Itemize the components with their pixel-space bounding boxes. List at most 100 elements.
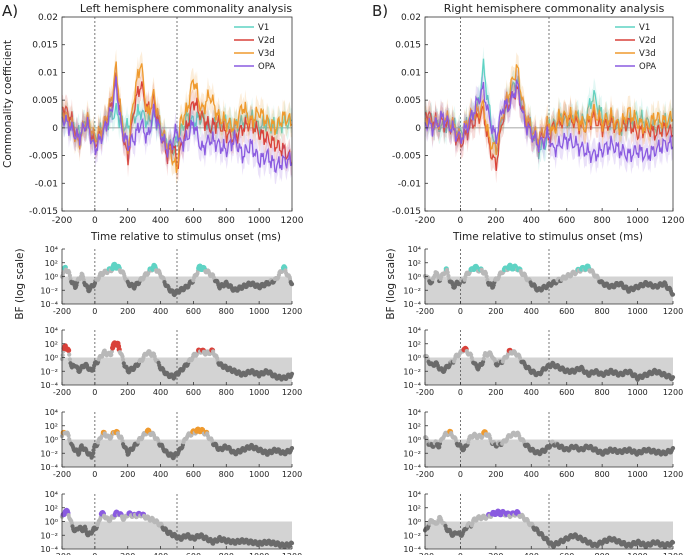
bf-left-V2d-bf-point (120, 354, 125, 359)
bf-right-V1-xtick-label-1: 0 (458, 307, 463, 316)
left-xtick-label-1: 0 (92, 216, 98, 226)
right-xtick-label-5: 800 (594, 216, 611, 226)
bf-right-V3d-bf-point (670, 446, 676, 451)
bf-right-V2d-xtick-label-4: 600 (559, 388, 574, 397)
bf-left-V2d-xtick-label-0: -200 (53, 388, 71, 397)
right-ytick-label-2: -0.005 (392, 152, 421, 162)
left-V1-error-band (62, 90, 292, 167)
bf-right-V1-ytick-label-4: 10⁴ (408, 245, 421, 254)
bf-right-V2d-xtick-label-6: 1000 (627, 388, 647, 397)
bf-left-V1-xtick-label-0: -200 (53, 307, 71, 316)
bf-right-V3d-xtick-label-4: 600 (559, 470, 574, 479)
bf-right-V1-bf-point (445, 270, 450, 275)
right-ytick-label-4: 0.005 (395, 96, 421, 106)
bf-left-V2d-bf-point (66, 347, 72, 353)
left-ytick-label-5: 0.01 (38, 68, 58, 78)
bf-right-V3d-ytick-label-3: 10² (408, 422, 421, 431)
right-axes-frame (424, 16, 674, 212)
right-V3d-series-line (424, 64, 674, 155)
bf-left-V1-ytick-label-1: 10⁻² (40, 286, 58, 295)
bf-left-V1-ytick-label-4: 10⁴ (45, 245, 58, 254)
right-OPA-series-line (424, 78, 674, 164)
bf-right-OPA-xtick-label-4: 600 (559, 552, 574, 555)
bf-right-V3d-ytick-label-4: 10⁴ (408, 408, 421, 417)
bf-right-OPA-bf-point (670, 540, 676, 545)
bf-left-OPA-ytick-label-0: 10⁻⁴ (40, 545, 58, 554)
left-V3d-series-line (61, 61, 293, 173)
bf-left-V3d-xtick-label-4: 600 (186, 470, 201, 479)
bf-right-V2d-xtick-label-2: 200 (488, 388, 503, 397)
bf-right-V1-xtick-label-2: 200 (488, 307, 503, 316)
right-OPA-error-band (425, 68, 673, 176)
bf-right-V3d-ytick-label-2: 10⁰ (408, 436, 421, 445)
left-ytick-label-7: 0.02 (38, 13, 58, 23)
right-chart-title: Right hemisphere commonality analysis (444, 2, 665, 15)
bf-left-OPA-ytick-label-4: 10⁴ (45, 490, 58, 499)
bf-left-V1-ytick-label-2: 10⁰ (45, 273, 58, 282)
bf-left-OPA-bf-point (289, 541, 295, 546)
right-V2d-series-line (424, 85, 674, 172)
bf-left-V3d-bf-point (289, 446, 295, 451)
right-legend-label-OPA: OPA (639, 62, 656, 72)
left-x-axis-label: Time relative to stimulus onset (ms) (90, 231, 281, 243)
right-ytick-label-0: -0.015 (392, 207, 421, 217)
bf-left-OPA-xtick-label-5: 800 (219, 552, 234, 555)
right-legend-label-V3d: V3d (639, 49, 656, 59)
bf-right-V2d-ytick-label-0: 10⁻⁴ (403, 381, 421, 390)
right-legend-label-V2d: V2d (639, 36, 656, 46)
bf-right-V2d-ytick-label-4: 10⁴ (408, 326, 421, 335)
bf-left-V2d-ytick-label-0: 10⁻⁴ (40, 381, 58, 390)
bf-left-V2d-bf-point (109, 352, 114, 357)
bf-left-V3d-xtick-label-6: 1000 (249, 470, 269, 479)
right-xtick-label-7: 1200 (662, 216, 685, 226)
bf-right-V3d-xtick-label-1: 0 (458, 470, 463, 479)
bf-left-OPA-xtick-label-1: 0 (92, 552, 97, 555)
bf-right-V3d-xtick-label-0: -200 (416, 470, 434, 479)
right-V3d-error-band (425, 52, 673, 168)
bf-right-V1-xtick-label-7: 1200 (663, 307, 683, 316)
bf-left-OPA-xtick-label-6: 1000 (249, 552, 269, 555)
bf-right-V2d-ytick-label-3: 10² (408, 340, 421, 349)
bf-left-V2d-ytick-label-3: 10² (45, 340, 58, 349)
bf-left-V1-bf-point (67, 273, 72, 278)
left-ytick-label-4: 0.005 (32, 96, 58, 106)
left-y-axis-label: Commonality coefficient (2, 40, 14, 168)
right-ytick-label-1: -0.01 (398, 179, 421, 189)
bf-left-V2d-bf-point (121, 357, 126, 362)
panel-label-b: B) (372, 2, 388, 20)
bf-left-V3d-xtick-label-7: 1200 (282, 470, 302, 479)
bf-right-V2d-xtick-label-5: 800 (595, 388, 610, 397)
right-xtick-label-4: 600 (558, 216, 575, 226)
bf-right-V1-bf-point (484, 274, 489, 279)
bf-left-V1-ytick-label-3: 10² (45, 259, 58, 268)
right-xtick-label-6: 1000 (626, 216, 649, 226)
left-ytick-label-6: 0.015 (32, 41, 58, 51)
left-xtick-label-4: 600 (185, 216, 202, 226)
left-ytick-label-1: -0.01 (35, 179, 58, 189)
bf-left-V3d-xtick-label-2: 200 (120, 470, 135, 479)
left-xtick-label-2: 200 (119, 216, 136, 226)
bf-left-V2d-xtick-label-5: 800 (219, 388, 234, 397)
bf-left-V2d-bf-point (289, 371, 295, 376)
left-V3d-error-band (62, 49, 292, 185)
bf-left-V2d-xtick-label-4: 600 (186, 388, 201, 397)
bf-right-V1-xtick-label-0: -200 (416, 307, 434, 316)
panel-label-a: A) (2, 2, 18, 20)
bf-right-OPA-ytick-label-3: 10² (408, 504, 421, 513)
left-OPA-series-line (61, 76, 293, 174)
left-legend-label-V1: V1 (258, 23, 269, 33)
bf-left-V3d-ytick-label-2: 10⁰ (45, 436, 58, 445)
bf-left-V3d-bf-point (66, 433, 71, 438)
bf-right-OPA-xtick-label-1: 0 (458, 552, 463, 555)
bf-right-V2d-bf-point (481, 356, 486, 361)
bf-right-V2d-xtick-label-0: -200 (416, 388, 434, 397)
bf-left-OPA-xtick-label-2: 200 (120, 552, 135, 555)
bf-left-V1-xtick-label-6: 1000 (249, 307, 269, 316)
bf-right-V1-bf-point (670, 292, 676, 297)
bf-right-V1-xtick-label-5: 800 (595, 307, 610, 316)
bf-left-V1-xtick-label-7: 1200 (282, 307, 302, 316)
bf-right-OPA-ytick-label-0: 10⁻⁴ (403, 545, 421, 554)
bf-left-V3d-xtick-label-3: 400 (153, 470, 168, 479)
bf-left-V1-xtick-label-4: 600 (186, 307, 201, 316)
